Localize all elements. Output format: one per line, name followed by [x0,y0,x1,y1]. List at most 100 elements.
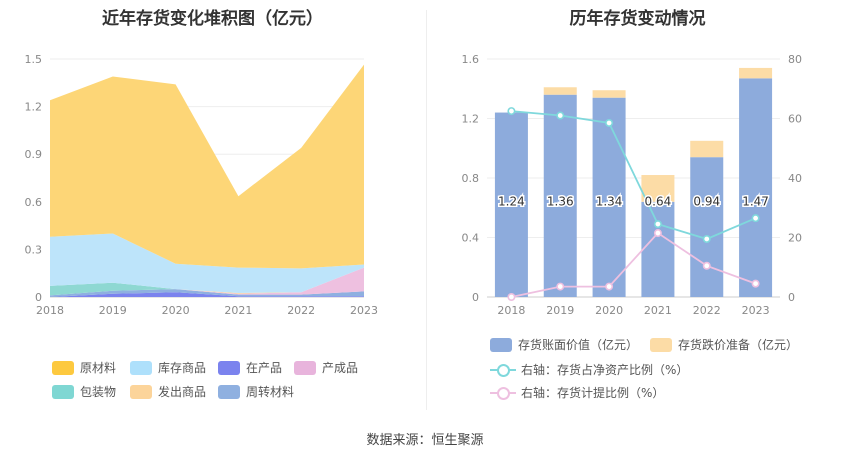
line-point [605,282,614,291]
bar [592,90,626,98]
legend-swatch [294,360,316,375]
y-tick-label: 0.9 [25,148,43,161]
line-point [507,292,516,301]
y-tick-label: 0.3 [25,243,43,256]
area-series [50,233,364,293]
legend-label: 周转材料 [246,385,295,399]
x-tick-label: 2022 [693,304,721,317]
legend-swatch [52,360,74,375]
bar [543,94,577,297]
y-tick-label: 1.2 [462,113,480,126]
y-tick-label: 1.6 [462,53,480,66]
legend-item-book-value[interactable]: 存货账面价值（亿元） [490,336,638,353]
inventory-stacked-area-chart: 0 0.3 0.6 0.9 1.2 1.5 2018 2019 2020 2021 2022 2023 [25,53,379,317]
bar [543,87,577,95]
x-tick-label: 2020 [595,304,623,317]
line-point [556,111,565,120]
y-tick-label: 0.8 [462,172,480,185]
x-tick-label: 2023 [350,304,378,317]
x-tick-label: 2018 [36,304,64,317]
y-tick-label: 0 [35,291,42,304]
legend-line-symbol [490,363,516,377]
legend-item-impairment-reserve[interactable]: 存货跌价准备（亿元） [650,336,798,353]
legend-line-symbol [490,386,516,400]
legend-swatch [130,360,152,375]
bar [592,97,626,297]
x-tick-label: 2018 [497,304,525,317]
legend-label: 右轴：存货计提比例（%） [521,386,665,400]
line-point [653,220,662,229]
legend-label: 包装物 [80,385,117,399]
legend-item-net-asset-ratio[interactable]: 右轴：存货占净资产比例（%） [490,361,688,378]
right-chart-title: 历年存货变动情况 [569,9,706,29]
x-tick-label: 2019 [99,304,127,317]
legend-item-turnover-materials[interactable]: 周转材料 [218,383,294,400]
legend-item-stock-goods[interactable]: 库存商品 [130,359,206,376]
legend-swatch [218,360,240,375]
legend-item-packaging[interactable]: 包装物 [52,383,116,400]
data-label: 1.47 [742,194,769,208]
line-point [751,279,760,288]
legend-label: 右轴：存货占净资产比例（%） [521,363,689,377]
area-series [50,267,364,296]
x-tick-label: 2021 [644,304,672,317]
legend-swatch [650,337,672,352]
legend-label: 原材料 [80,361,117,375]
bar [690,157,724,297]
legend-label: 在产品 [246,361,283,375]
legend-label: 存货跌价准备（亿元） [678,338,799,352]
legend-item-work-in-progress[interactable]: 在产品 [218,359,282,376]
panel-divider [426,10,427,410]
area-series [50,289,364,297]
legend-label: 产成品 [322,361,359,375]
x-tick-label: 2021 [224,304,252,317]
line-point [605,118,614,127]
y-tick-label: 0 [472,291,479,304]
data-label: 0.94 [693,194,720,208]
legend-item-goods-shipped[interactable]: 发出商品 [130,383,206,400]
area-series [50,292,364,297]
data-label: 1.36 [547,194,574,208]
bar [494,112,528,297]
line-series [511,231,756,298]
area-series [50,64,364,269]
y-tick-label: 1.5 [25,53,43,66]
data-label: 0.64 [645,194,672,208]
legend-item-raw-materials[interactable]: 原材料 [52,359,116,376]
bar [739,78,773,298]
bar [641,201,675,297]
legend-item-finished-products[interactable]: 产成品 [294,359,358,376]
legend-label: 库存商品 [158,361,207,375]
x-tick-label: 2019 [546,304,574,317]
legend-swatch [490,337,512,352]
bar [641,175,675,202]
line-point [751,214,760,223]
line-point [702,261,711,270]
line-point [556,282,565,291]
y2-tick-label: 20 [788,232,802,245]
y2-tick-label: 80 [788,53,802,66]
left-chart-title: 近年存货变化堆积图（亿元） [102,9,323,29]
data-label: 1.34 [596,194,623,208]
legend-label: 发出商品 [158,385,207,399]
line-point [653,229,662,238]
data-label: 1.24 [498,194,525,208]
y2-tick-label: 60 [788,113,802,126]
data-source: 数据来源：恒生聚源 [366,433,484,448]
y-tick-label: 1.2 [25,101,43,114]
legend-label: 存货账面价值（亿元） [518,338,639,352]
legend-item-provision-ratio[interactable]: 右轴：存货计提比例（%） [490,384,664,401]
legend-swatch [52,384,74,399]
y2-tick-label: 0 [788,291,795,304]
line-series [511,110,756,240]
line-point [702,234,711,243]
legend-swatch [218,384,240,399]
line-point [507,107,516,116]
bar [690,140,724,158]
y-tick-label: 0.6 [25,196,43,209]
bar [739,67,773,79]
x-tick-label: 2022 [287,304,315,317]
y-tick-label: 0.4 [462,232,480,245]
y2-tick-label: 40 [788,172,802,185]
x-tick-label: 2023 [742,304,770,317]
